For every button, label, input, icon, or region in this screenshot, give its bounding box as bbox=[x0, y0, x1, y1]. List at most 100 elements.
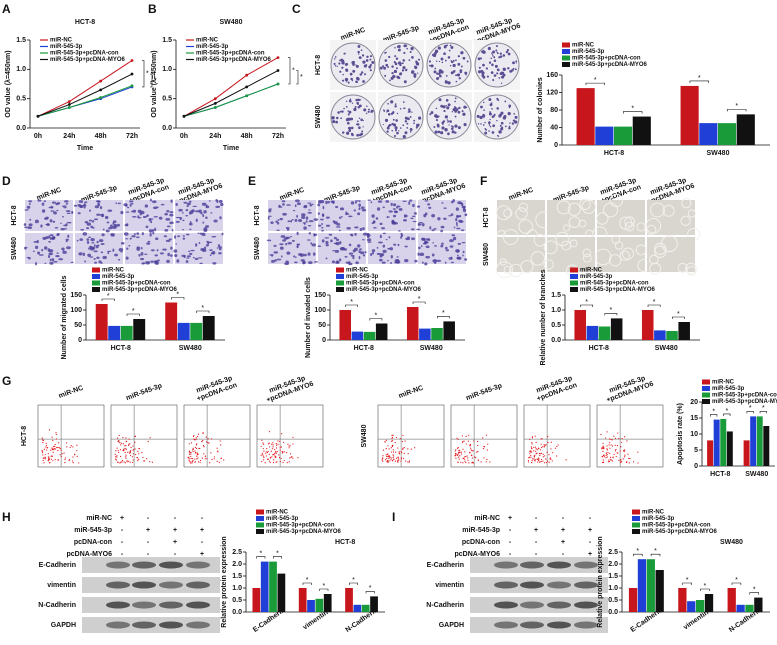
cell bbox=[371, 214, 375, 218]
colony bbox=[359, 73, 363, 76]
event bbox=[534, 458, 536, 461]
treatment-sign: - bbox=[589, 539, 592, 546]
band bbox=[106, 621, 130, 629]
cell bbox=[441, 202, 444, 204]
legend-label: miR-545-3p+pcDNA-MYO6 bbox=[102, 287, 178, 293]
event bbox=[205, 441, 208, 443]
event bbox=[606, 456, 608, 458]
colony bbox=[488, 121, 491, 124]
column-header: miR-NC bbox=[279, 187, 306, 202]
photo bbox=[647, 235, 697, 276]
cell bbox=[208, 200, 211, 202]
colony bbox=[356, 120, 359, 123]
cell bbox=[320, 199, 325, 204]
series-line bbox=[183, 83, 279, 117]
cell bbox=[344, 255, 348, 258]
cell bbox=[202, 213, 205, 218]
event bbox=[43, 462, 45, 464]
colony bbox=[363, 108, 367, 112]
legend-swatch bbox=[562, 55, 570, 61]
photo-bg bbox=[175, 233, 223, 264]
event bbox=[291, 455, 293, 458]
event bbox=[43, 448, 46, 450]
cell bbox=[37, 199, 42, 202]
cell bbox=[417, 252, 420, 256]
cell bbox=[194, 210, 200, 213]
y-tick-label: 0.0 bbox=[232, 609, 242, 616]
cell bbox=[294, 218, 298, 222]
cell bbox=[385, 200, 390, 203]
photo bbox=[426, 40, 472, 90]
cell bbox=[87, 253, 92, 257]
colony bbox=[457, 62, 461, 66]
cell bbox=[381, 261, 386, 264]
significance: * bbox=[698, 75, 701, 82]
bar bbox=[654, 330, 666, 340]
treatment-sign: - bbox=[535, 551, 538, 558]
colony bbox=[485, 128, 488, 131]
colony bbox=[408, 108, 411, 111]
event bbox=[195, 439, 197, 441]
significance: * bbox=[594, 77, 597, 84]
colony bbox=[393, 134, 397, 138]
colony bbox=[335, 116, 339, 120]
cell bbox=[203, 227, 208, 231]
bar bbox=[687, 601, 696, 612]
photo bbox=[417, 233, 468, 266]
bar bbox=[133, 319, 146, 340]
band bbox=[574, 581, 598, 589]
cell bbox=[321, 229, 324, 232]
event bbox=[458, 449, 461, 451]
event bbox=[626, 440, 628, 442]
cell bbox=[97, 202, 100, 205]
event bbox=[277, 443, 279, 445]
bar bbox=[165, 302, 178, 340]
photo bbox=[173, 232, 224, 265]
plot-frame bbox=[256, 404, 324, 468]
cell bbox=[96, 213, 101, 216]
cell bbox=[86, 227, 90, 230]
colony bbox=[344, 63, 348, 66]
cell bbox=[340, 216, 343, 218]
event bbox=[609, 447, 611, 449]
plot-frame bbox=[523, 404, 591, 468]
y-tick-label: 150 bbox=[70, 292, 82, 299]
legend-swatch bbox=[702, 386, 710, 391]
event bbox=[130, 446, 132, 449]
colony bbox=[337, 111, 340, 114]
series-line bbox=[37, 73, 133, 117]
event bbox=[47, 453, 49, 455]
event bbox=[261, 454, 264, 456]
legend-label: miR-545-3p bbox=[642, 516, 675, 522]
photo-bg bbox=[497, 200, 545, 235]
event bbox=[196, 453, 198, 455]
cell bbox=[464, 213, 468, 217]
x-tick-label: SW480 bbox=[655, 345, 678, 352]
band bbox=[547, 601, 571, 609]
cell bbox=[202, 248, 207, 253]
event bbox=[120, 455, 122, 458]
legend-label: miR-545-3p+pcDNA-con bbox=[572, 56, 641, 62]
significance-bracket bbox=[633, 553, 643, 557]
significance: * bbox=[677, 311, 680, 318]
event bbox=[51, 436, 53, 438]
colony bbox=[435, 118, 439, 122]
colony bbox=[331, 116, 335, 120]
event bbox=[465, 461, 467, 464]
event bbox=[611, 439, 613, 441]
tube bbox=[515, 207, 528, 220]
event bbox=[549, 457, 551, 459]
event bbox=[538, 459, 540, 462]
cell bbox=[303, 205, 308, 208]
cell bbox=[120, 241, 125, 245]
event bbox=[468, 434, 470, 436]
event bbox=[128, 444, 130, 446]
colony bbox=[489, 111, 491, 113]
series-line bbox=[183, 57, 279, 117]
colony bbox=[463, 123, 467, 127]
cell bbox=[150, 249, 155, 252]
bar bbox=[632, 116, 651, 145]
colony bbox=[460, 65, 463, 68]
colony bbox=[491, 131, 495, 134]
event bbox=[283, 441, 285, 444]
